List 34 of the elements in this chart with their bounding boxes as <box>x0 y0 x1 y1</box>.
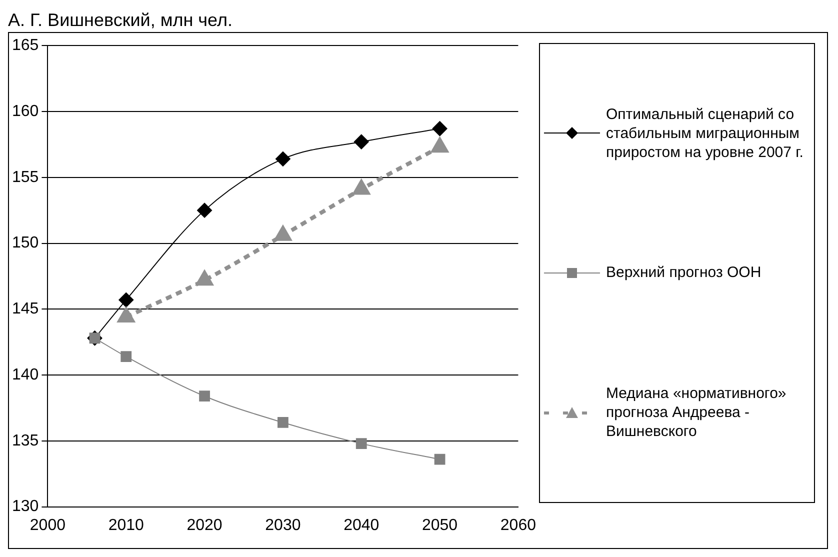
point <box>356 438 367 449</box>
point <box>197 202 212 218</box>
x-tick-label: 2020 <box>186 516 222 534</box>
point <box>275 151 290 166</box>
point <box>432 121 448 136</box>
x-tick-label: 2010 <box>108 516 144 534</box>
point <box>354 134 369 150</box>
point <box>274 226 292 241</box>
y-tick-label: 135 <box>12 432 39 450</box>
x-tick-label: 2000 <box>30 516 66 534</box>
point <box>199 390 210 402</box>
x-tick-label: 2040 <box>344 516 380 534</box>
y-tick-label: 150 <box>12 234 39 252</box>
point <box>432 138 448 153</box>
point <box>353 180 370 195</box>
point <box>434 454 446 465</box>
point <box>278 417 288 428</box>
legend-label: Верхний прогноз ООН <box>606 263 762 282</box>
x-tick-label: 2050 <box>422 516 458 534</box>
y-tick-label: 155 <box>12 168 39 186</box>
legend-label: Медиана «нормативного» прогноза Андреева - Вишневского <box>606 384 788 442</box>
y-tick-label: 160 <box>12 102 39 120</box>
y-tick-label: 140 <box>12 366 39 384</box>
x-tick-label: 2030 <box>265 516 301 534</box>
y-tick-label: 165 <box>12 37 39 54</box>
point <box>118 292 134 308</box>
point <box>120 351 132 362</box>
y-tick-label: 145 <box>12 300 39 318</box>
legend-label: Оптимальный сценарий со стабильным миграционным приростом на уровне 2007 г. <box>606 104 804 162</box>
point <box>196 271 213 286</box>
chart-title: А. Г. Вишневский, млн чел. <box>8 9 234 32</box>
x-tick-label: 2060 <box>500 516 536 534</box>
y-tick-label: 130 <box>12 498 39 516</box>
point <box>118 308 134 323</box>
